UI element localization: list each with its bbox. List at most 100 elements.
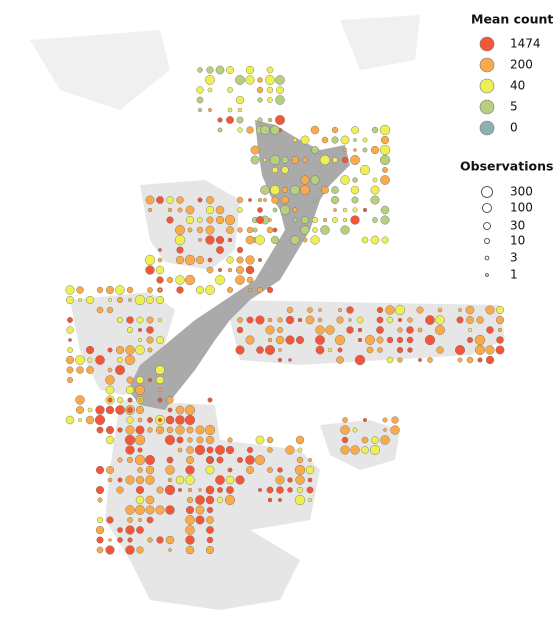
bubble bbox=[67, 347, 73, 353]
bubble bbox=[226, 66, 234, 74]
bubble bbox=[312, 227, 318, 233]
bubble bbox=[176, 246, 184, 254]
bubble bbox=[281, 196, 289, 204]
bubble bbox=[215, 205, 225, 215]
bubble bbox=[496, 336, 504, 344]
bubble bbox=[147, 207, 153, 213]
bubble bbox=[156, 486, 164, 494]
bubble bbox=[386, 316, 394, 324]
bubble bbox=[394, 304, 406, 316]
bubble bbox=[105, 405, 115, 415]
bubble bbox=[126, 326, 134, 334]
bubble bbox=[248, 198, 252, 202]
bubble bbox=[116, 486, 124, 494]
bubble bbox=[117, 357, 123, 363]
bubble bbox=[105, 385, 115, 395]
bubble bbox=[227, 107, 233, 113]
bubble bbox=[291, 156, 299, 164]
legend-size bbox=[483, 222, 491, 230]
bubble bbox=[356, 316, 364, 324]
legend-swatch bbox=[479, 57, 495, 73]
bubble bbox=[117, 297, 123, 303]
bubble bbox=[406, 326, 414, 334]
legend-label: 10 bbox=[510, 234, 525, 248]
bubble bbox=[307, 477, 313, 483]
bubble bbox=[215, 275, 225, 285]
bubble bbox=[128, 298, 132, 302]
bubble bbox=[383, 428, 387, 432]
bubble bbox=[124, 354, 136, 366]
legend-swatch bbox=[479, 120, 495, 136]
bubble bbox=[271, 196, 279, 204]
bubble bbox=[305, 315, 315, 325]
bubble bbox=[206, 536, 214, 544]
bubble bbox=[157, 317, 163, 323]
bubble bbox=[185, 465, 195, 475]
bubble bbox=[186, 506, 194, 514]
bubble bbox=[276, 486, 284, 494]
bubble bbox=[346, 306, 354, 314]
bubble bbox=[323, 218, 327, 222]
bubble bbox=[135, 425, 145, 435]
bubble bbox=[196, 96, 204, 104]
bubble bbox=[235, 475, 245, 485]
bubble bbox=[215, 65, 225, 75]
bubble bbox=[206, 446, 214, 454]
bubble bbox=[96, 546, 104, 554]
bubble bbox=[372, 217, 378, 223]
legend: Mean count Observations 1474 200 40 5 0 300 10… bbox=[460, 12, 553, 282]
bubble bbox=[205, 485, 215, 495]
bubble bbox=[187, 487, 193, 493]
bubble bbox=[125, 475, 135, 485]
bubble bbox=[305, 465, 315, 475]
bubble bbox=[236, 266, 244, 274]
bubble bbox=[287, 477, 293, 483]
bubble bbox=[277, 317, 283, 323]
bubble bbox=[168, 548, 172, 552]
bubble bbox=[117, 427, 123, 433]
legend-label: 40 bbox=[510, 79, 525, 93]
bubble bbox=[134, 454, 146, 466]
bubble bbox=[272, 227, 278, 233]
bubble bbox=[76, 286, 84, 294]
legend-label: 300 bbox=[510, 185, 533, 199]
bubble bbox=[145, 455, 155, 465]
bubble bbox=[176, 436, 184, 444]
bubble bbox=[196, 436, 204, 444]
bubble bbox=[215, 475, 225, 485]
bubble bbox=[155, 265, 165, 275]
bubble bbox=[257, 97, 263, 103]
bubble bbox=[330, 195, 340, 205]
bubble bbox=[266, 486, 274, 494]
bubble bbox=[377, 347, 383, 353]
bubble bbox=[145, 265, 155, 275]
bubble bbox=[165, 505, 175, 515]
bubble bbox=[354, 354, 366, 366]
bubble bbox=[495, 315, 505, 325]
bubble bbox=[296, 336, 304, 344]
bubble bbox=[105, 545, 115, 555]
bubble bbox=[257, 77, 263, 83]
bubble bbox=[115, 285, 125, 295]
bubble bbox=[197, 67, 203, 73]
bubble bbox=[96, 286, 104, 294]
bubble bbox=[96, 536, 104, 544]
bubble bbox=[376, 306, 384, 314]
bubble bbox=[250, 145, 260, 155]
bubble bbox=[94, 414, 106, 426]
bubble bbox=[310, 235, 320, 245]
bubble bbox=[281, 166, 289, 174]
bubble bbox=[136, 546, 144, 554]
bubble bbox=[285, 445, 295, 455]
bubble bbox=[277, 357, 283, 363]
bubble bbox=[185, 215, 195, 225]
bubble bbox=[225, 445, 235, 455]
bubble bbox=[376, 326, 384, 334]
bubble bbox=[237, 207, 243, 213]
bubble bbox=[306, 486, 314, 494]
bubble bbox=[117, 317, 123, 323]
bubble bbox=[246, 316, 254, 324]
bubble bbox=[86, 366, 94, 374]
bubble bbox=[145, 495, 155, 505]
bubble bbox=[357, 337, 363, 343]
